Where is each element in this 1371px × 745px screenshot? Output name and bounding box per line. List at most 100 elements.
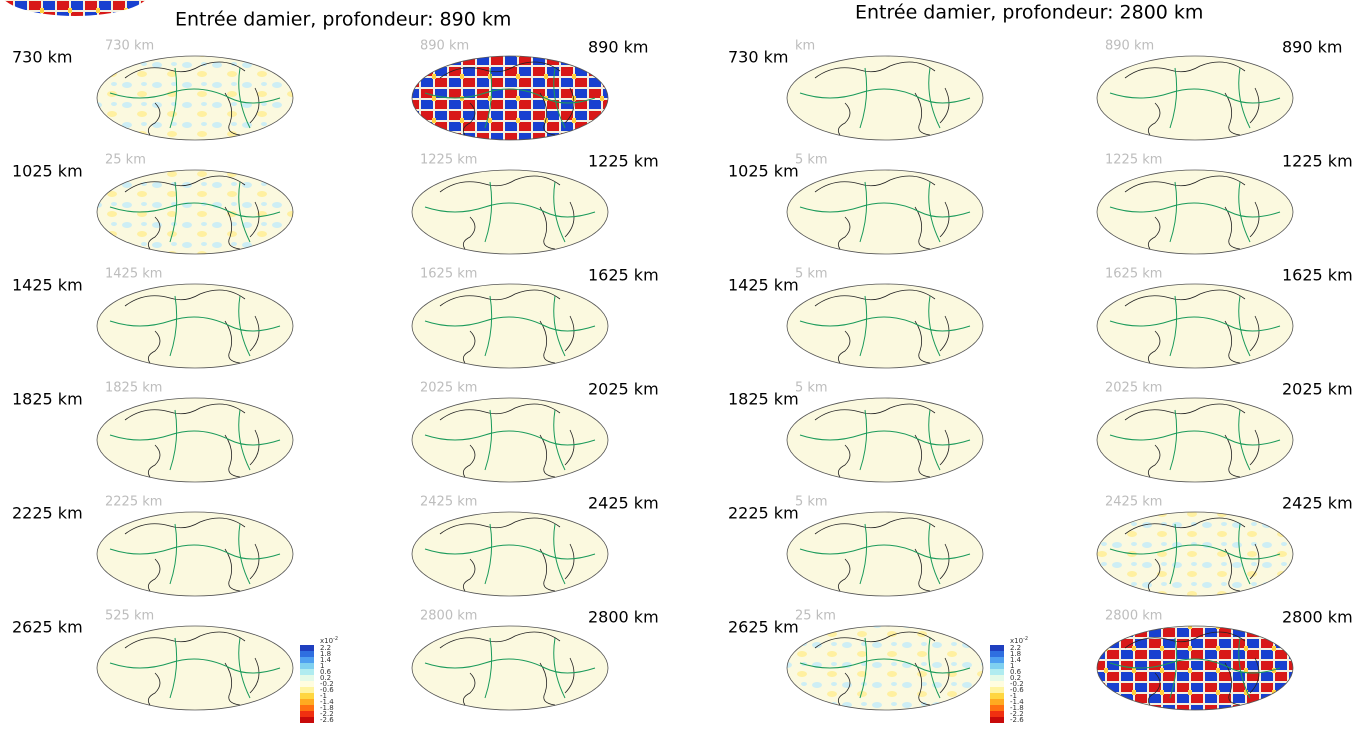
colorbar-tick-label: 1.8: [1010, 650, 1021, 658]
colorbar-tick-label: -1.4: [320, 698, 334, 706]
colorbar-tick-label: -1.8: [1010, 704, 1024, 712]
colorbar-swatch: [990, 663, 1004, 669]
depth-label: 1825 km: [12, 390, 83, 409]
map-label: 5 km: [795, 267, 828, 282]
colorbar-swatch: [990, 651, 1004, 657]
depth-label: 1425 km: [728, 276, 799, 295]
group-title: Entrée damier, profondeur: 890 km: [175, 9, 511, 31]
map: [786, 283, 984, 369]
colorbar-tick-label: 2.2: [320, 644, 331, 652]
depth-label: 2425 km: [1282, 494, 1353, 513]
map: [1096, 511, 1294, 597]
colorbar-swatch: [990, 669, 1004, 675]
map-label: 2800 km: [1105, 609, 1162, 624]
colorbar-tick-label: 2.2: [1010, 644, 1021, 652]
colorbar-swatch: [300, 699, 314, 705]
map: [411, 625, 609, 711]
map-panel: [411, 397, 609, 483]
map: [786, 511, 984, 597]
map-panel: [786, 169, 984, 255]
colorbar-swatch: [300, 675, 314, 681]
depth-label: 1225 km: [588, 152, 659, 171]
map: [1096, 283, 1294, 369]
map-label: 2225 km: [105, 495, 162, 510]
colorbar-tick-label: 1.4: [1010, 656, 1022, 664]
map-panel: [786, 625, 984, 711]
map-label: 25 km: [105, 153, 146, 168]
colorbar-tick-label: -0.2: [1010, 680, 1024, 688]
map-label: 1225 km: [1105, 153, 1162, 168]
colorbar-tick-label: 1: [320, 662, 324, 670]
colorbar-tick-label: -2.2: [1010, 710, 1024, 718]
colorbar-tick-label: -2.6: [1010, 716, 1024, 724]
colorbar-tick-label: 0.6: [320, 668, 332, 676]
colorbar-swatch: [300, 717, 314, 723]
colorbar-exponent: x10-2: [320, 636, 338, 646]
map: [96, 169, 294, 255]
map-label: 2425 km: [420, 495, 477, 510]
map: [1096, 55, 1294, 141]
map-label: 890 km: [420, 39, 469, 54]
depth-label: 1425 km: [12, 276, 83, 295]
map-label: 2800 km: [420, 609, 477, 624]
map-label: 25 km: [795, 609, 836, 624]
colorbar-swatch: [990, 657, 1004, 663]
map: [411, 283, 609, 369]
colorbar-tick-label: -1: [1010, 692, 1017, 700]
map-label: 5 km: [795, 495, 828, 510]
map: [96, 283, 294, 369]
map-label: 1625 km: [1105, 267, 1162, 282]
map-panel: [411, 625, 609, 711]
colorbar-tick-label: -0.2: [320, 680, 334, 688]
depth-label: 1625 km: [1282, 266, 1353, 285]
depth-label: 2800 km: [1282, 608, 1353, 627]
map-label: 890 km: [1105, 39, 1154, 54]
colorbar-swatch: [300, 645, 314, 651]
map-panel: [786, 511, 984, 597]
colorbar-swatch: [300, 711, 314, 717]
depth-label: 2225 km: [728, 504, 799, 523]
map-panel: [96, 169, 294, 255]
depth-label: 730 km: [728, 48, 788, 67]
colorbar-swatch: [300, 669, 314, 675]
map: [96, 625, 294, 711]
colorbar-tick-label: 0.2: [1010, 674, 1021, 682]
map: [1096, 397, 1294, 483]
map: [786, 55, 984, 141]
map-panel: [411, 511, 609, 597]
depth-label: 1025 km: [12, 162, 83, 181]
map-label: 1825 km: [105, 381, 162, 396]
colorbar-swatch: [990, 717, 1004, 723]
map: [786, 625, 984, 711]
map-panel: [411, 283, 609, 369]
depth-label: 1625 km: [588, 266, 659, 285]
colorbar-swatch: [300, 657, 314, 663]
map: [1096, 169, 1294, 255]
colorbar-tick-label: -0.6: [1010, 686, 1024, 694]
corner-globe: [4, 0, 146, 16]
map-label: 1625 km: [420, 267, 477, 282]
colorbar-tick-label: -1: [320, 692, 327, 700]
depth-label: 2025 km: [588, 380, 659, 399]
colorbar-swatch: [990, 687, 1004, 693]
map-panel: [1096, 283, 1294, 369]
map-label: 1425 km: [105, 267, 162, 282]
map-panel: [411, 55, 609, 141]
colorbar-swatch: [990, 681, 1004, 687]
map-label: 2025 km: [420, 381, 477, 396]
map-panel: [1096, 511, 1294, 597]
colorbar-swatch: [990, 645, 1004, 651]
group-title: Entrée damier, profondeur: 2800 km: [855, 2, 1203, 24]
exponent-base: x10: [320, 637, 333, 645]
map-label: 2425 km: [1105, 495, 1162, 510]
depth-label: 890 km: [588, 38, 648, 57]
map-panel: [1096, 625, 1294, 711]
depth-label: 890 km: [1282, 38, 1342, 57]
colorbar-swatch: [990, 693, 1004, 699]
map-panel: [96, 283, 294, 369]
map: [786, 397, 984, 483]
depth-label: 2225 km: [12, 504, 83, 523]
map: [1096, 625, 1294, 711]
colorbar-swatch: [300, 681, 314, 687]
